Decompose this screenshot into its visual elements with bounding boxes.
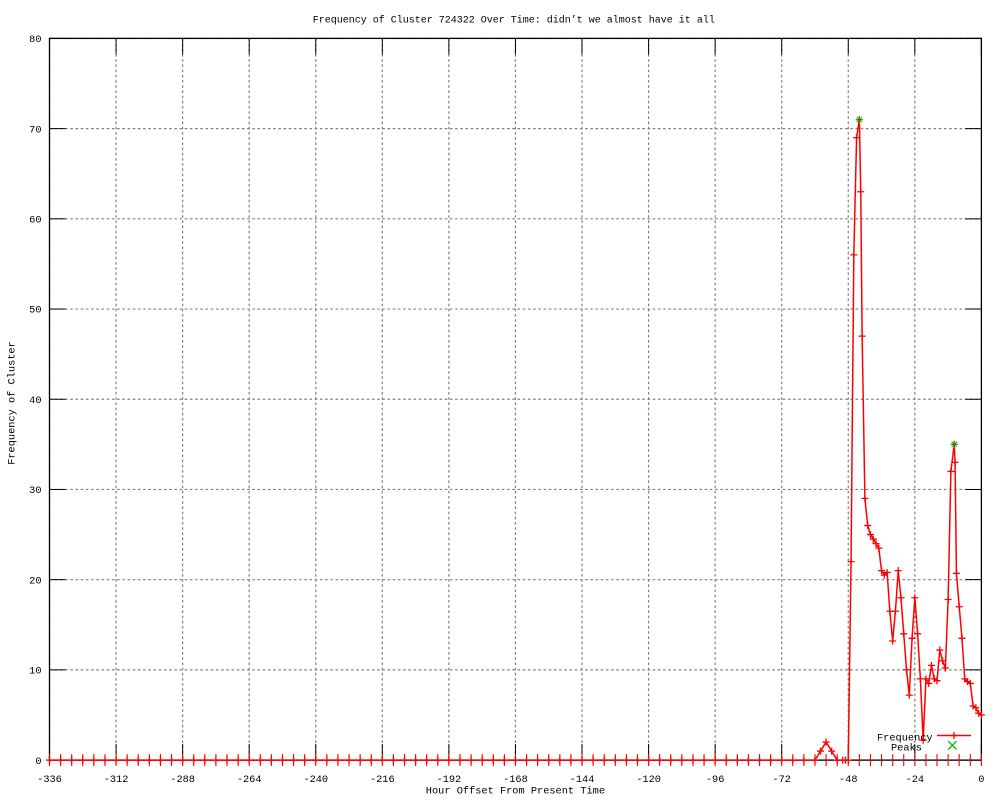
svg-text:-288: -288: [170, 774, 195, 786]
svg-text:-72: -72: [772, 774, 791, 786]
svg-text:-120: -120: [636, 774, 661, 786]
svg-text:-264: -264: [237, 774, 262, 786]
svg-text:Peaks: Peaks: [891, 742, 922, 754]
svg-text:30: 30: [29, 485, 41, 497]
svg-text:-24: -24: [906, 774, 925, 786]
svg-text:-240: -240: [303, 774, 328, 786]
svg-text:-144: -144: [570, 774, 595, 786]
svg-text:0: 0: [35, 756, 41, 768]
svg-text:0: 0: [978, 774, 984, 786]
svg-text:-96: -96: [706, 774, 725, 786]
svg-text:10: 10: [29, 666, 41, 678]
svg-text:20: 20: [29, 575, 41, 587]
svg-text:-216: -216: [370, 774, 395, 786]
svg-text:-312: -312: [104, 774, 129, 786]
svg-text:Frequency of Cluster: Frequency of Cluster: [7, 341, 19, 465]
svg-text:40: 40: [29, 395, 41, 407]
svg-text:50: 50: [29, 305, 41, 317]
svg-text:-192: -192: [437, 774, 462, 786]
svg-text:-336: -336: [37, 774, 62, 786]
svg-text:80: 80: [29, 34, 41, 46]
svg-text:70: 70: [29, 124, 41, 136]
svg-text:-48: -48: [839, 774, 858, 786]
svg-text:Hour Offset From Present Time: Hour Offset From Present Time: [426, 786, 605, 798]
svg-text:-168: -168: [503, 774, 528, 786]
svg-text:Frequency of Cluster 724322 Ov: Frequency of Cluster 724322 Over Time: d…: [313, 15, 715, 27]
svg-text:60: 60: [29, 215, 41, 227]
